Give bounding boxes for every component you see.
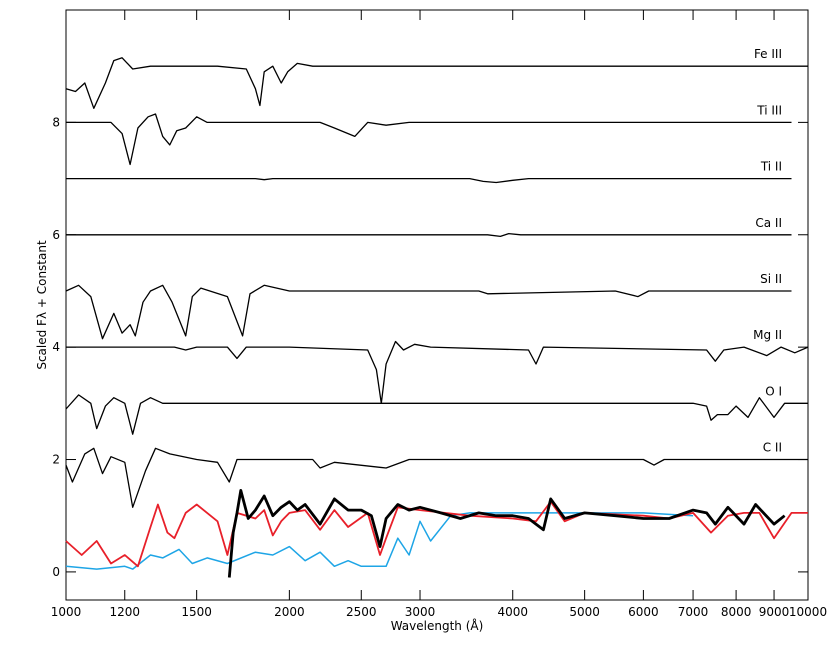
y-tick-label: 8	[52, 115, 60, 129]
x-tick-label: 1000	[51, 605, 82, 619]
series-label: Fe III	[754, 47, 782, 61]
y-tick-label: 6	[52, 228, 60, 242]
spectrum-line	[65, 57, 808, 109]
x-tick-label: 1500	[181, 605, 212, 619]
spectrum-line	[66, 177, 792, 184]
x-tick-label: 9000	[759, 605, 790, 619]
spectrum-line	[66, 113, 792, 166]
x-tick-label: 4000	[497, 605, 528, 619]
x-tick-label: 5000	[569, 605, 600, 619]
x-tick-label: 10000	[789, 605, 827, 619]
spectrum-line	[65, 447, 808, 508]
y-axis-label: Scaled Fλ + Constant	[35, 240, 49, 370]
series-label: C II	[763, 441, 782, 455]
x-tick-label: 2500	[346, 605, 377, 619]
x-tick-label: 8000	[721, 605, 752, 619]
spectrum-line	[65, 394, 808, 435]
series-label: Ca II	[755, 216, 782, 230]
x-axis-label: Wavelength (Å)	[391, 618, 484, 633]
x-tick-label: 6000	[628, 605, 659, 619]
series-label: Ti III	[756, 103, 782, 117]
x-tick-label: 7000	[678, 605, 709, 619]
spectrum-line	[66, 340, 809, 404]
y-tick-label: 2	[52, 453, 60, 467]
series-label: Si II	[760, 272, 782, 286]
y-tick-label: 4	[52, 340, 60, 354]
series-label: O I	[765, 384, 782, 398]
spectrum-line	[227, 489, 786, 578]
x-tick-label: 3000	[405, 605, 436, 619]
series-label: Mg II	[753, 328, 782, 342]
spectrum-line	[65, 284, 792, 340]
x-tick-label: 1200	[109, 605, 140, 619]
spectrum-line	[65, 512, 694, 570]
plot-frame	[65, 9, 809, 601]
y-tick-label: 0	[52, 565, 60, 579]
series-label: Ti II	[760, 160, 782, 174]
x-tick-label: 2000	[274, 605, 305, 619]
spectrum-line	[66, 232, 792, 238]
spectrum-line	[65, 500, 808, 568]
